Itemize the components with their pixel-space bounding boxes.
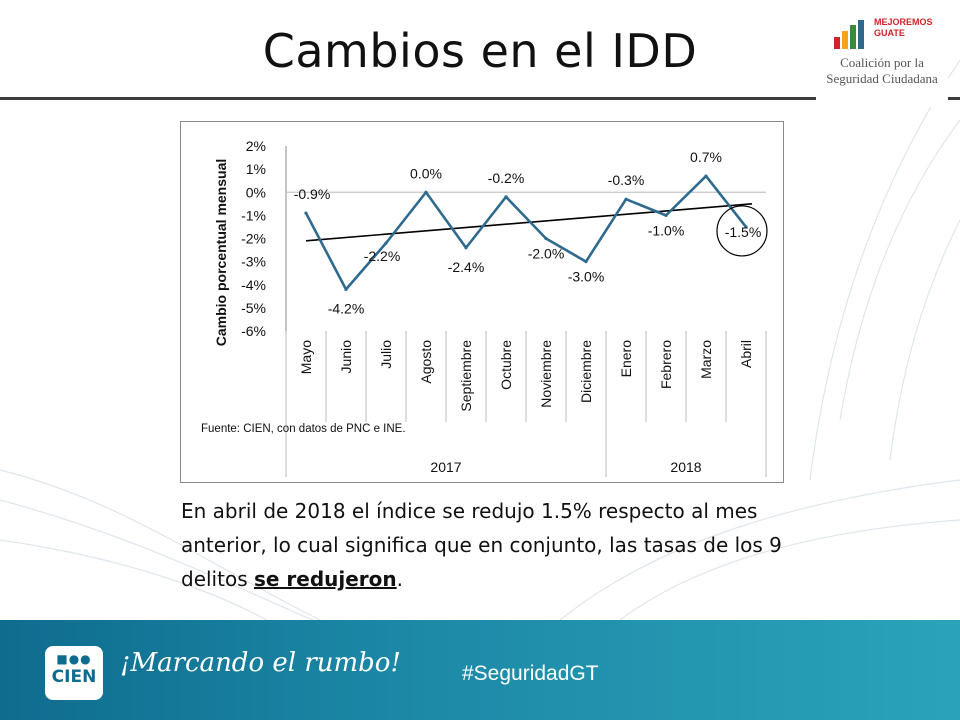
data-point (384, 241, 388, 245)
y-tick-label: 0% (246, 184, 266, 200)
hashtag: #SeguridadGT (462, 662, 599, 685)
data-point (744, 225, 748, 229)
x-tick-label: Diciembre (578, 340, 594, 403)
year-label: 2017 (430, 459, 461, 475)
x-tick-label: Enero (618, 340, 634, 378)
footer-bar: ■●● CIEN ¡Marcando el rumbo! #SeguridadG… (0, 620, 960, 720)
data-point (504, 195, 508, 199)
x-tick-label: Septiembre (458, 340, 474, 412)
y-tick-label: 1% (246, 161, 266, 177)
slide-title: Cambios en el IDD (262, 24, 698, 78)
x-tick-label: Julio (378, 340, 394, 369)
data-label: -4.2% (328, 300, 365, 316)
x-tick-label: Octubre (498, 340, 514, 390)
data-point (584, 260, 588, 264)
data-point (544, 236, 548, 241)
title-divider (0, 97, 960, 100)
chart-panel: 2% 1% 0% -1% -2% -3% -4% -5% -6% Cambio porcentua… (180, 121, 784, 483)
coalition-brand-1: MEJOREMOS (874, 17, 933, 27)
coalition-logo: MEJOREMOS GUATE Coalición por la Segurid… (816, 11, 948, 107)
year-label: 2018 (670, 459, 701, 475)
data-point (664, 213, 668, 217)
caption-end: . (396, 567, 404, 591)
data-point (304, 211, 308, 215)
data-point (704, 174, 708, 178)
line-chart: 2% 1% 0% -1% -2% -3% -4% -5% -6% Cambio porcentua… (201, 138, 768, 477)
background-decoration (0, 59, 960, 620)
x-tick-label: Junio (338, 340, 354, 374)
logo-text: CIEN (51, 667, 97, 687)
y-tick-label: 2% (246, 138, 266, 154)
x-tick-label: Mayo (298, 340, 314, 374)
coalition-name-2: Seguridad Ciudadana (826, 71, 938, 86)
series-line (304, 174, 748, 291)
y-tick-label: -4% (241, 277, 266, 293)
logo-dots-icon: ■●● (56, 652, 92, 666)
y-tick-label: -5% (241, 300, 266, 316)
data-label: -1.0% (648, 222, 685, 238)
x-tick-label: Marzo (698, 340, 714, 379)
data-label: -2.0% (528, 246, 565, 262)
y-tick-label: -3% (241, 254, 266, 270)
coalition-brand-2: GUATE (874, 28, 905, 38)
coalition-name-1: Coalición por la (840, 55, 924, 70)
data-label: -0.3% (608, 172, 645, 188)
y-tick-label: -2% (241, 231, 266, 247)
data-label: -3.0% (568, 269, 605, 285)
data-point (624, 197, 628, 201)
data-label: -2.4% (448, 259, 485, 275)
data-label: -2.2% (364, 248, 401, 264)
x-tick-label: Noviembre (538, 340, 554, 408)
cien-logo: ■●● CIEN (45, 646, 103, 700)
data-label: -1.5% (725, 224, 762, 240)
data-label: -0.2% (488, 170, 525, 186)
caption-text: En abril de 2018 el índice se redujo 1.5… (181, 499, 782, 591)
x-tick-label: Agosto (418, 340, 434, 384)
coalition-mark-icon (834, 20, 864, 49)
x-tick-label: Abril (738, 340, 754, 368)
data-point (424, 190, 428, 194)
data-label: 0.7% (690, 149, 722, 165)
caption-emphasis: se redujeron (253, 567, 397, 591)
chart-caption: En abril de 2018 el índice se redujo 1.5… (181, 494, 821, 596)
slogan: ¡Marcando el rumbo! (120, 648, 401, 678)
y-tick-label: -1% (241, 207, 266, 223)
highlight-circle (716, 205, 768, 257)
data-point (464, 246, 468, 250)
data-point (344, 287, 348, 291)
y-axis-title: Cambio porcentual mensual (213, 159, 229, 346)
data-label: -0.9% (294, 186, 331, 202)
x-tick-label: Febrero (658, 340, 674, 389)
y-tick-label: -6% (241, 323, 266, 339)
data-label: 0.0% (410, 165, 442, 181)
source-note: Fuente: CIEN, con datos de PNC e INE. (201, 423, 406, 435)
